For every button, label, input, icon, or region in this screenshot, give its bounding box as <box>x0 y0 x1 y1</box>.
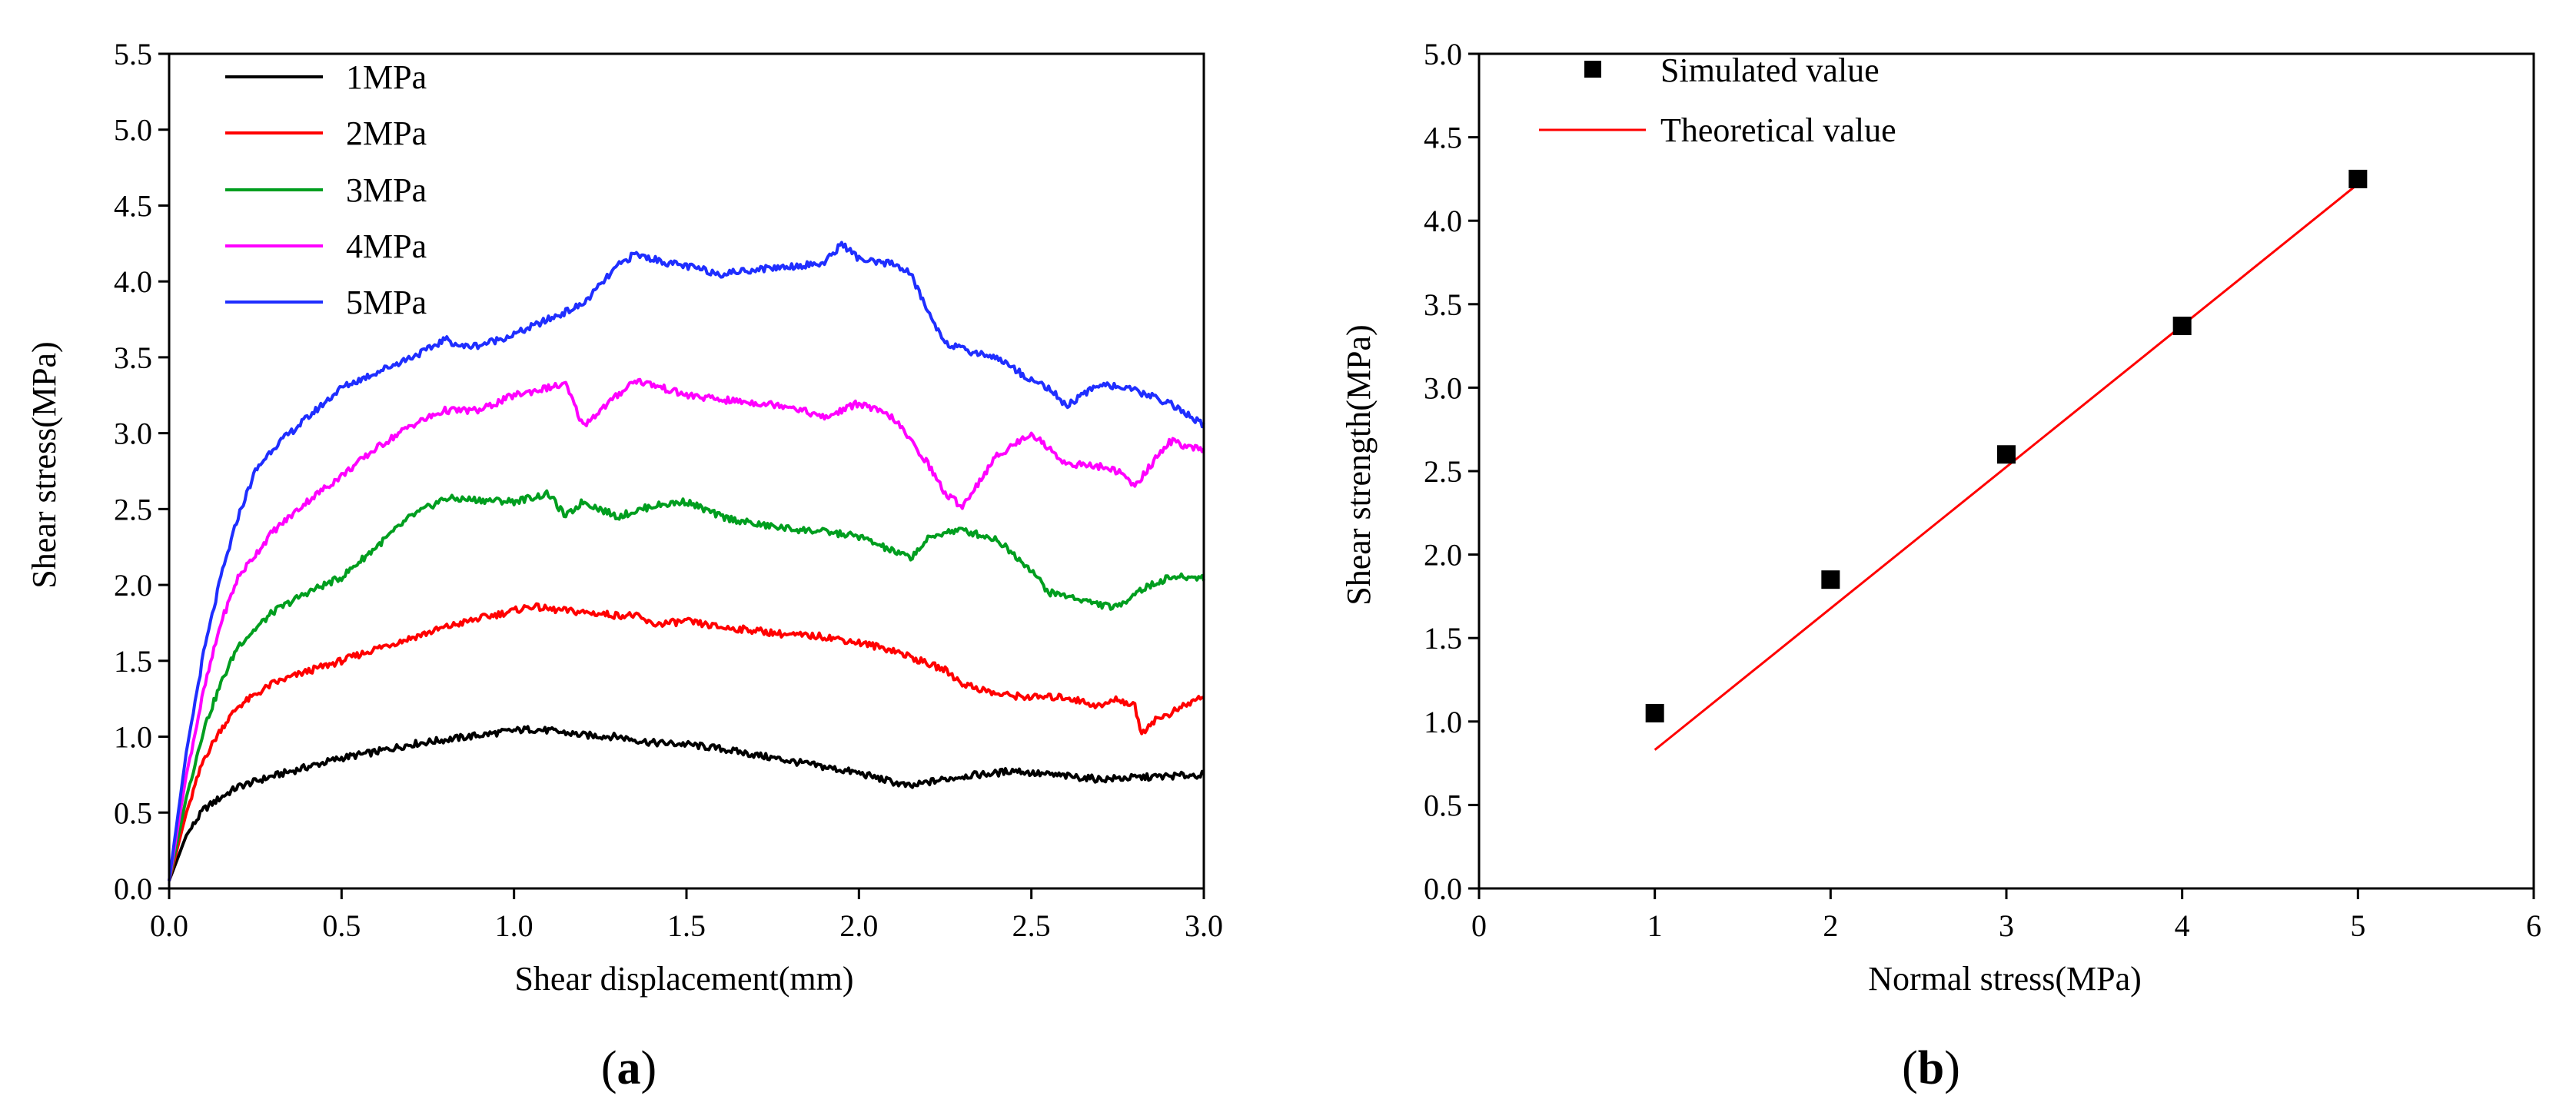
y-tick-label: 3.0 <box>114 417 152 451</box>
x-tick-label: 2.5 <box>1012 908 1051 943</box>
y-tick-label: 3.0 <box>1424 370 1462 405</box>
legend-label-theoretical-value: Theoretical value <box>1660 111 1896 149</box>
legend-swatch-simulated-value <box>1584 61 1601 78</box>
simulated-value-point <box>1997 445 2016 464</box>
panel-a-x-ticks: 0.0 0.5 1.0 1.5 2.0 2.5 3.0 <box>150 888 1223 943</box>
panel-a-y-ticks: 0.0 0.5 1.0 1.5 2.0 2.5 3.0 3.5 4.0 4.5 5.0 5.5 <box>114 37 169 906</box>
x-tick-label: 1.0 <box>495 908 533 943</box>
legend-label-1mpa: 1MPa <box>346 58 427 96</box>
y-tick-label: 2.5 <box>114 492 152 526</box>
y-tick-label: 4.0 <box>114 264 152 299</box>
y-tick-label: 0.0 <box>114 872 152 906</box>
y-tick-label: 5.5 <box>114 37 152 71</box>
panel-b-x-ticks: 0 1 2 3 4 5 6 <box>1471 888 2541 943</box>
legend-label-4mpa: 4MPa <box>346 227 427 265</box>
y-tick-label: 1.0 <box>114 720 152 755</box>
x-tick-label: 4 <box>2175 908 2190 943</box>
y-tick-label: 2.5 <box>1424 454 1462 489</box>
panel-a-line-chart: 0.0 0.5 1.0 1.5 2.0 2.5 3.0 3.5 4.0 4.5 5.0 5.5 0.0… <box>25 37 1223 1094</box>
series-line-1mpa <box>168 725 1205 882</box>
y-tick-label: 2.0 <box>114 568 152 603</box>
y-tick-label: 0.0 <box>1424 872 1462 906</box>
y-tick-label: 5.0 <box>114 113 152 148</box>
panel-a-x-axis-title: Shear displacement(mm) <box>514 960 853 998</box>
legend-label-simulated-value: Simulated value <box>1660 51 1880 89</box>
panel-b-letter: b <box>1918 1042 1944 1094</box>
x-tick-label: 0.5 <box>322 908 361 943</box>
simulated-value-point <box>2172 317 2192 336</box>
legend-label-2mpa: 2MPa <box>346 115 427 152</box>
legend-label-3mpa: 3MPa <box>346 171 427 209</box>
legend-label-5mpa: 5MPa <box>346 284 427 321</box>
panel-b-y-axis-title: Shear strength(MPa) <box>1340 324 1378 605</box>
panel-a-legend: 1MPa 2MPa 3MPa 4MPa 5MPa <box>225 58 427 321</box>
series-line-4mpa <box>168 377 1205 882</box>
y-tick-label: 1.0 <box>1424 705 1462 739</box>
x-tick-label: 2 <box>1823 908 1838 943</box>
panel-a-letter: a <box>617 1042 641 1094</box>
panel-a-curves <box>168 241 1205 882</box>
y-tick-label: 3.5 <box>1424 287 1462 322</box>
panel-b-x-axis-title: Normal stress(MPa) <box>1868 960 2142 998</box>
x-tick-label: 3 <box>1999 908 2014 943</box>
panel-a-label: (a) <box>601 1042 656 1094</box>
y-tick-label: 0.5 <box>114 795 152 830</box>
y-tick-label: 3.5 <box>114 340 152 375</box>
theoretical-value-line <box>1654 183 2359 751</box>
x-tick-label: 0 <box>1471 908 1487 943</box>
y-tick-label: 4.5 <box>1424 121 1462 155</box>
panel-b-legend: Simulated value Theoretical value <box>1539 51 1896 149</box>
panel-a-y-axis-title: Shear stress(MPa) <box>25 341 63 588</box>
panel-b-label: (b) <box>1902 1042 1960 1094</box>
panel-b-y-ticks: 0.0 0.5 1.0 1.5 2.0 2.5 3.0 3.5 4.0 4.5 5.0 <box>1424 37 1479 906</box>
y-tick-label: 5.0 <box>1424 37 1462 71</box>
x-tick-label: 1.5 <box>667 908 706 943</box>
x-tick-label: 1 <box>1647 908 1663 943</box>
x-tick-label: 0.0 <box>150 908 188 943</box>
y-tick-label: 4.0 <box>1424 204 1462 238</box>
series-line-3mpa <box>168 489 1205 882</box>
y-tick-label: 0.5 <box>1424 788 1462 822</box>
x-tick-label: 2.0 <box>839 908 878 943</box>
simulated-value-point <box>1645 703 1664 722</box>
x-tick-label: 6 <box>2526 908 2541 943</box>
panel-b-plot-frame <box>1477 52 2535 890</box>
series-line-2mpa <box>168 602 1205 882</box>
y-tick-label: 2.0 <box>1424 538 1462 573</box>
series-line-5mpa <box>168 241 1205 882</box>
x-tick-label: 5 <box>2350 908 2365 943</box>
panel-b-scatter-chart: 0.0 0.5 1.0 1.5 2.0 2.5 3.0 3.5 4.0 4.5 5.0 0 1 2 3 4 5… <box>1340 37 2541 1094</box>
y-tick-label: 1.5 <box>114 644 152 679</box>
x-tick-label: 3.0 <box>1185 908 1223 943</box>
y-tick-label: 4.5 <box>114 188 152 223</box>
y-tick-label: 1.5 <box>1424 621 1462 656</box>
panel-b-marks <box>1645 169 2368 751</box>
simulated-value-point <box>2348 169 2368 188</box>
simulated-value-point <box>1821 570 1840 589</box>
